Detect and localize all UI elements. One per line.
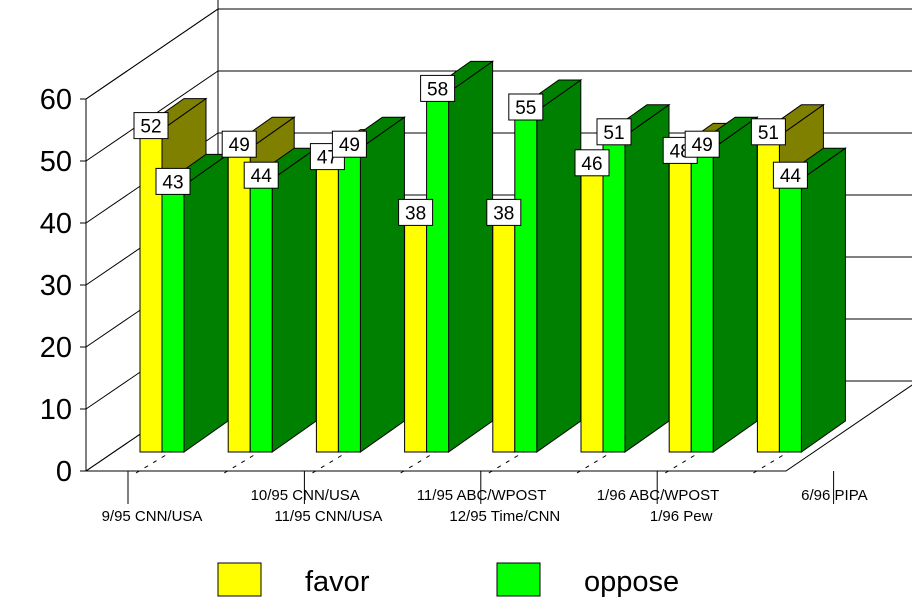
favor-bar xyxy=(492,215,516,453)
legend-swatch-favor xyxy=(217,562,262,597)
legend-label-favor: favor xyxy=(305,566,370,598)
oppose-data-label: 49 xyxy=(692,135,713,156)
oppose-side xyxy=(183,153,229,453)
oppose-side xyxy=(359,116,405,453)
favor-bar xyxy=(315,160,339,453)
favor-data-label: 51 xyxy=(758,123,779,144)
y-tick-label: 10 xyxy=(40,394,72,426)
favor-bar xyxy=(404,215,428,453)
y-tick-label: 0 xyxy=(56,456,72,488)
x-tick-label: 6/96 PIPA xyxy=(801,487,867,504)
oppose-label-box xyxy=(596,118,632,146)
favor-data-label: 52 xyxy=(140,117,161,138)
favor-label-box xyxy=(750,118,786,146)
favor-data-label: 49 xyxy=(229,135,250,156)
x-tick-label: 11/95 CNN/USA xyxy=(274,508,382,525)
gridline xyxy=(85,70,912,162)
legend: favor oppose xyxy=(217,562,679,598)
legend-label-oppose: oppose xyxy=(584,566,679,598)
oppose-data-label: 58 xyxy=(427,79,448,100)
y-tick-label: 60 xyxy=(40,84,72,116)
oppose-data-label: 44 xyxy=(780,166,802,187)
oppose-bar xyxy=(337,147,361,453)
oppose-side xyxy=(271,147,317,453)
oppose-side xyxy=(712,116,758,453)
oppose-bar xyxy=(426,91,450,453)
oppose-bar xyxy=(514,110,538,453)
y-tick-label: 20 xyxy=(40,332,72,364)
y-tick-label: 40 xyxy=(40,208,72,240)
x-tick-label: 10/95 CNN/USA xyxy=(251,487,360,504)
oppose-side xyxy=(536,79,582,453)
favor-bar xyxy=(580,166,604,453)
oppose-label-box xyxy=(508,93,544,121)
y-tick-label: 30 xyxy=(40,270,72,302)
favor-label-box xyxy=(486,198,522,226)
x-axis: 9/95 CNN/USA 10/95 CNN/USA 11/95 CNN/USA 11… xyxy=(102,471,868,525)
favor-data-label: 38 xyxy=(405,203,426,224)
oppose-data-label: 44 xyxy=(251,166,273,187)
oppose-data-label: 49 xyxy=(339,135,360,156)
favor-label-box xyxy=(398,198,434,226)
y-tick-label: 50 xyxy=(40,146,72,178)
oppose-bar xyxy=(249,178,273,453)
oppose-side xyxy=(448,60,494,453)
x-tick-label: 9/95 CNN/USA xyxy=(102,508,203,525)
favor-bar xyxy=(227,147,251,453)
oppose-label-box xyxy=(772,161,808,189)
oppose-label-box xyxy=(155,167,191,195)
oppose-label-box xyxy=(684,130,720,158)
oppose-label-box xyxy=(331,130,367,158)
oppose-data-label: 51 xyxy=(603,123,624,144)
x-tick-label: 11/95 ABC/WPOST xyxy=(417,487,547,504)
favor-data-label: 38 xyxy=(493,203,514,224)
oppose-bar xyxy=(778,178,802,453)
oppose-data-label: 55 xyxy=(515,98,536,119)
favor-data-label: 46 xyxy=(581,154,602,175)
x-tick-label: 1/96 ABC/WPOST xyxy=(597,487,720,504)
oppose-bar xyxy=(690,147,714,453)
x-tick-label: 1/96 Pew xyxy=(650,508,713,525)
oppose-bar xyxy=(602,135,626,453)
favor-label-box xyxy=(133,112,169,140)
oppose-label-box xyxy=(243,161,279,189)
oppose-side xyxy=(624,103,670,453)
favor-label-box xyxy=(574,149,610,177)
oppose-bar xyxy=(161,184,185,453)
favor-label-box xyxy=(221,130,257,158)
oppose-data-label: 43 xyxy=(162,172,183,193)
oppose-side xyxy=(800,147,846,453)
gridline xyxy=(85,8,912,100)
favor-bar xyxy=(668,153,692,453)
y-axis: 0 10 20 30 40 50 60 xyxy=(40,84,86,488)
legend-swatch-oppose xyxy=(496,562,541,597)
oppose-label-box xyxy=(420,74,456,102)
x-tick-label: 12/95 Time/CNN xyxy=(449,508,560,525)
